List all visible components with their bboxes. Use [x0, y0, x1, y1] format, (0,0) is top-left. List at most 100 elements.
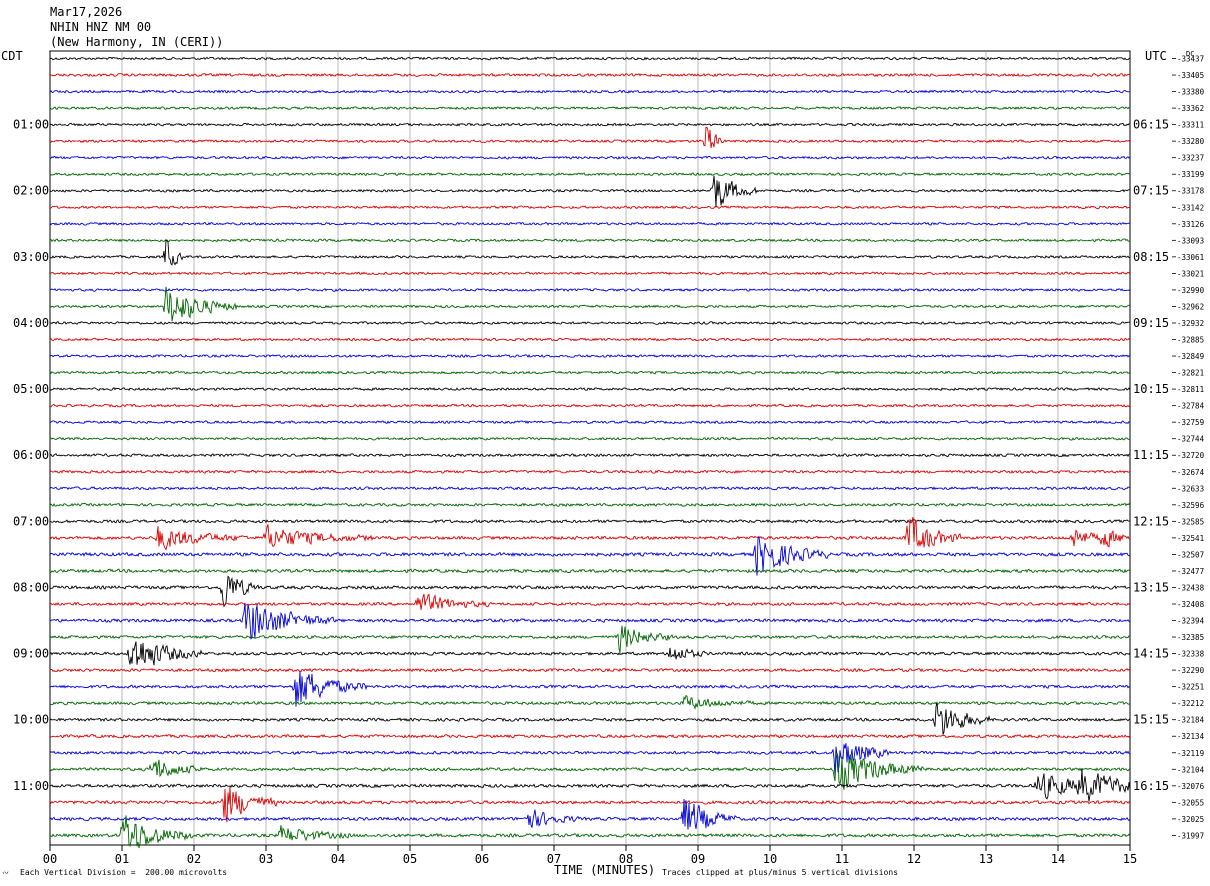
trace-line [49, 175, 1131, 207]
trace-line [49, 354, 1131, 358]
trace-line [49, 387, 1131, 391]
trace-group [49, 56, 1131, 849]
right-hour-label: 13:15 [1133, 580, 1169, 594]
trace-line [49, 701, 1131, 735]
x-tick-label: 01 [115, 852, 129, 866]
dc-offset-label: -33093 [1177, 236, 1204, 245]
dc-offset-label: -32076 [1177, 782, 1205, 791]
trace-line [49, 768, 1131, 802]
trace-line [49, 671, 1131, 707]
dc-offset-label: -33405 [1177, 71, 1204, 80]
left-hour-label: 05:00 [13, 382, 49, 396]
header-station: NHIN HNZ NM 00 [50, 20, 151, 34]
x-tick-label: 06 [475, 852, 489, 866]
dc-offset-label: -32759 [1177, 418, 1204, 427]
dc-offset-label: -33362 [1177, 104, 1204, 113]
trace-line [49, 694, 1131, 710]
left-hour-label: 10:00 [13, 713, 49, 727]
dc-offset-label: -32507 [1177, 550, 1204, 559]
trace-line [49, 155, 1131, 160]
dc-offset-label: -32408 [1177, 600, 1205, 609]
dc-offset-label: -32394 [1177, 617, 1205, 626]
x-tick-label: 10 [763, 852, 777, 866]
right-hour-label: 07:15 [1133, 184, 1169, 198]
trace-line [49, 89, 1131, 94]
dc-offset-label: -32025 [1177, 815, 1204, 824]
trace-line [49, 625, 1131, 653]
trace-line [49, 502, 1131, 507]
trace-line [49, 734, 1131, 739]
dc-offset-label: -32541 [1177, 534, 1204, 543]
right-hour-label: 10:15 [1133, 382, 1169, 396]
left-hour-label: 01:00 [13, 118, 49, 132]
trace-line [49, 519, 1131, 524]
trace-line [49, 575, 1131, 608]
dc-offset-label: -32596 [1177, 501, 1205, 510]
x-axis-title: TIME (MINUTES) [554, 863, 655, 877]
dc-offset-label: -32385 [1177, 633, 1204, 642]
left-hour-label: 09:00 [13, 647, 49, 661]
dc-offset-label: -32438 [1177, 583, 1205, 592]
dc-offset-label: -33237 [1177, 154, 1204, 163]
trace-line [49, 106, 1131, 110]
dc-offset-label: -32674 [1177, 468, 1205, 477]
trace-line [49, 593, 1131, 610]
plot-frame [49, 50, 1131, 846]
dc-offset-label: -32212 [1177, 699, 1204, 708]
trace-line [49, 73, 1131, 78]
dc-offset-label: -32849 [1177, 352, 1204, 361]
trace-line [49, 238, 1131, 266]
clip-note: Traces clipped at plus/minus 5 vertical … [662, 868, 898, 877]
dc-offset-label: -32821 [1177, 369, 1204, 378]
left-hour-label: 11:00 [13, 779, 49, 793]
dc-offset-label: -32744 [1177, 435, 1205, 444]
dc-offset-label: -32290 [1177, 666, 1205, 675]
trace-line [49, 568, 1131, 574]
right-hour-label: 06:15 [1133, 118, 1169, 132]
trace-line [49, 786, 1131, 823]
dc-offset-label: -33380 [1177, 88, 1205, 97]
left-hour-label: 03:00 [13, 250, 49, 264]
x-tick-label: 09 [691, 852, 705, 866]
dc-offset-label: -32251 [1177, 683, 1204, 692]
left-hour-label: 08:00 [13, 580, 49, 594]
right-hour-label: 12:15 [1133, 514, 1169, 528]
right-hour-label: 15:15 [1133, 713, 1169, 727]
x-tick-label: 11 [835, 852, 849, 866]
dc-offset-label: -33311 [1177, 121, 1204, 130]
x-tick-label: 15 [1123, 852, 1137, 866]
dc-offset-label: -32962 [1177, 302, 1204, 311]
trace-line [49, 602, 1131, 640]
scale-note-icon: ⺍ [2, 871, 9, 879]
right-timezone-label: UTC [1145, 49, 1167, 63]
x-tick-label: 02 [187, 852, 201, 866]
right-hour-label: 11:15 [1133, 448, 1169, 462]
dc-offset-label: -33437 [1177, 55, 1204, 64]
dc-offset-label: -33021 [1177, 269, 1204, 278]
trace-line [49, 436, 1131, 441]
dc-offset-label: -32720 [1177, 451, 1205, 460]
right-hour-label: 08:15 [1133, 250, 1169, 264]
x-tick-label: 04 [331, 852, 345, 866]
trace-line [49, 172, 1131, 177]
header-date: Mar17,2026 [50, 5, 122, 19]
trace-line [49, 420, 1131, 425]
dc-offset-label: -32134 [1177, 732, 1205, 741]
trace-line [49, 126, 1131, 149]
left-timezone-label: CDT [1, 49, 23, 63]
trace-line [49, 221, 1131, 226]
trace-line [49, 453, 1131, 458]
dc-offset-label: -32784 [1177, 402, 1205, 411]
dc-offset-label: -32477 [1177, 567, 1204, 576]
dc-offset-label: -33061 [1177, 253, 1204, 262]
left-hour-label: 02:00 [13, 184, 49, 198]
dc-offset-label: -32633 [1177, 484, 1204, 493]
x-tick-label: 13 [979, 852, 993, 866]
dc-offset-label: -32885 [1177, 336, 1204, 345]
trace-line [49, 752, 1131, 790]
trace-line [49, 370, 1131, 375]
dc-offset-label: -31997 [1177, 831, 1204, 840]
dc-offset-label: -33142 [1177, 203, 1204, 212]
scale-note: Each Vertical Division = 200.00 microvol… [20, 868, 227, 877]
